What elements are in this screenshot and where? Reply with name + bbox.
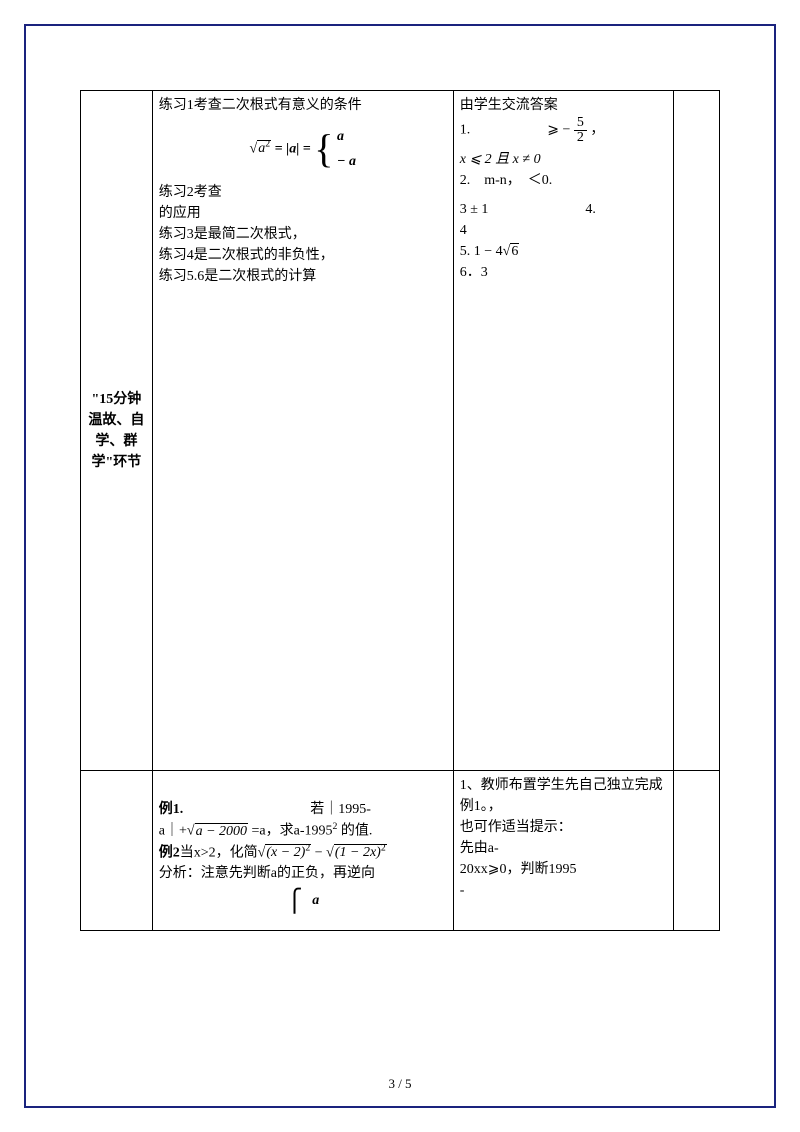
ans1b: x ⩽ 2 且 x ≠ 0 xyxy=(460,152,541,167)
answer-line: 2. m-n， ＜0. xyxy=(460,170,667,191)
ex1-c: =a，求a-1995 xyxy=(248,824,333,839)
frac-den: 2 xyxy=(574,131,587,145)
answer-line: 6．3 xyxy=(460,262,667,283)
page-number: 3 / 5 xyxy=(0,1076,800,1092)
answer-line: x ⩽ 2 且 x ≠ 0 xyxy=(460,149,667,170)
table-row: "15分钟温故、自学、群学"环节 练习1考查二次根式有意义的条件 √a2 = |… xyxy=(81,91,720,771)
sqrt-x-2: √(x − 2)2 xyxy=(258,844,312,860)
answers-cell: 由学生交流答案 1. ⩾ − 5 2 ， x ⩽ 2 且 x ≠ 0 2. m-… xyxy=(453,91,673,771)
segment-label-cell: "15分钟温故、自学、群学"环节 xyxy=(81,91,153,771)
answer-line: 3 ± 1 4. xyxy=(460,199,667,220)
ans5-prefix: 5. xyxy=(460,244,474,259)
ex2-r1: (x − 2) xyxy=(266,845,305,860)
practice-line: 练习4是二次根式的非负性， xyxy=(159,245,447,266)
table-row: 例1. 若｜1995- a｜+√a − 2000 =a，求a-19952 的值.… xyxy=(81,771,720,931)
note-line: 1、教师布置学生先自己独立完成例1。， xyxy=(460,775,667,817)
ex1-label: 例1. xyxy=(159,802,184,817)
ex1-d: 的值. xyxy=(337,824,372,839)
note-line: 20xx⩾0，判断1995 xyxy=(460,859,667,880)
brace-a: a xyxy=(312,893,319,908)
frac-num: 5 xyxy=(574,116,587,131)
ex2-r2e: 2 xyxy=(381,843,386,854)
sqrt-1-2x: √(1 − 2x)2 xyxy=(326,844,387,860)
sqrt6: √6 xyxy=(503,243,520,259)
formula: √a2 = |a| = { a − a xyxy=(159,124,447,174)
radicand-exp: 2 xyxy=(265,139,270,150)
ex1-rad: a − 2000 xyxy=(195,823,248,839)
example-line: 例1. 若｜1995- xyxy=(159,799,447,820)
case-neg: − a xyxy=(337,154,356,169)
equals: = xyxy=(275,141,286,156)
note-line: 也可作适当提示： xyxy=(460,817,667,838)
lesson-table: "15分钟温故、自学、群学"环节 练习1考查二次根式有意义的条件 √a2 = |… xyxy=(80,90,720,931)
examples-cell: 例1. 若｜1995- a｜+√a − 2000 =a，求a-19952 的值.… xyxy=(152,771,453,931)
note-line: 先由a- xyxy=(460,838,667,859)
abs-inner: a xyxy=(289,141,296,156)
note-line: - xyxy=(460,880,667,901)
equals2: = xyxy=(303,141,314,156)
practice-line: 练习5.6是二次根式的计算 xyxy=(159,266,447,287)
segment-label-cell xyxy=(81,771,153,931)
fraction: 5 2 xyxy=(574,116,587,145)
practice-line: 练习3是最简二次根式， xyxy=(159,224,447,245)
segment-label: "15分钟温故、自学、群学"环节 xyxy=(88,392,144,470)
practice-line: 的应用 xyxy=(159,203,447,224)
answer-line: 5. 1 − 4√6 xyxy=(460,241,667,262)
practice-cell: 练习1考查二次根式有意义的条件 √a2 = |a| = { a − a 练习2考… xyxy=(152,91,453,771)
practice-line: 练习2考查 xyxy=(159,182,447,203)
ex2-r1e: 2 xyxy=(305,843,310,854)
comma: ， xyxy=(590,123,604,138)
ex2-a: 当x>2，化简 xyxy=(180,845,258,860)
ex2-minus: − xyxy=(311,845,326,860)
practice-line: 练习1考查二次根式有意义的条件 xyxy=(159,95,447,116)
example-line: 例2当x>2，化简√(x − 2)2 − √(1 − 2x)2 xyxy=(159,842,447,864)
case-pos: a xyxy=(337,129,344,144)
sqrt6-rad: 6 xyxy=(510,243,519,259)
brace-top: ⎧ xyxy=(286,888,303,913)
answer-line: 4 xyxy=(460,220,667,241)
ans3: 3 ± 1 xyxy=(460,202,489,217)
notes-cell xyxy=(673,771,719,931)
brace: { xyxy=(314,139,333,159)
ans3r: 4. xyxy=(585,202,596,217)
answers-head: 由学生交流答案 xyxy=(460,95,667,116)
example-line: 分析：注意先判断a的正负，再逆向 xyxy=(159,863,447,884)
partial-brace: ⎧ a xyxy=(159,884,447,917)
brace-cases: a − a xyxy=(337,124,356,174)
teacher-notes-cell: 1、教师布置学生先自己独立完成例1。， 也可作适当提示： 先由a- 20xx⩾0… xyxy=(453,771,673,931)
example-line: a｜+√a − 2000 =a，求a-19952 的值. xyxy=(159,820,447,842)
ex2-r2: (1 − 2x) xyxy=(335,845,381,860)
ex1-b: a｜+ xyxy=(159,824,187,839)
spacer xyxy=(460,191,667,199)
ex2-label: 例2 xyxy=(159,845,180,860)
answer-line: 1. ⩾ − 5 2 ， xyxy=(460,116,667,145)
notes-cell xyxy=(673,91,719,771)
sqrt-a-2000: √a − 2000 xyxy=(187,823,248,839)
ans1-prefix: 1. xyxy=(460,123,471,138)
ex1-a: 若｜1995- xyxy=(310,802,371,817)
ans5-expr: 1 − 4 xyxy=(474,244,503,259)
neg-sign: − xyxy=(562,123,570,138)
ge-sign: ⩾ xyxy=(547,123,559,138)
content: "15分钟温故、自学、群学"环节 练习1考查二次根式有意义的条件 √a2 = |… xyxy=(80,90,720,1052)
spacer xyxy=(159,775,447,799)
abs-a: |a| xyxy=(286,141,299,156)
sqrt-a-squared: √a2 xyxy=(250,140,272,156)
